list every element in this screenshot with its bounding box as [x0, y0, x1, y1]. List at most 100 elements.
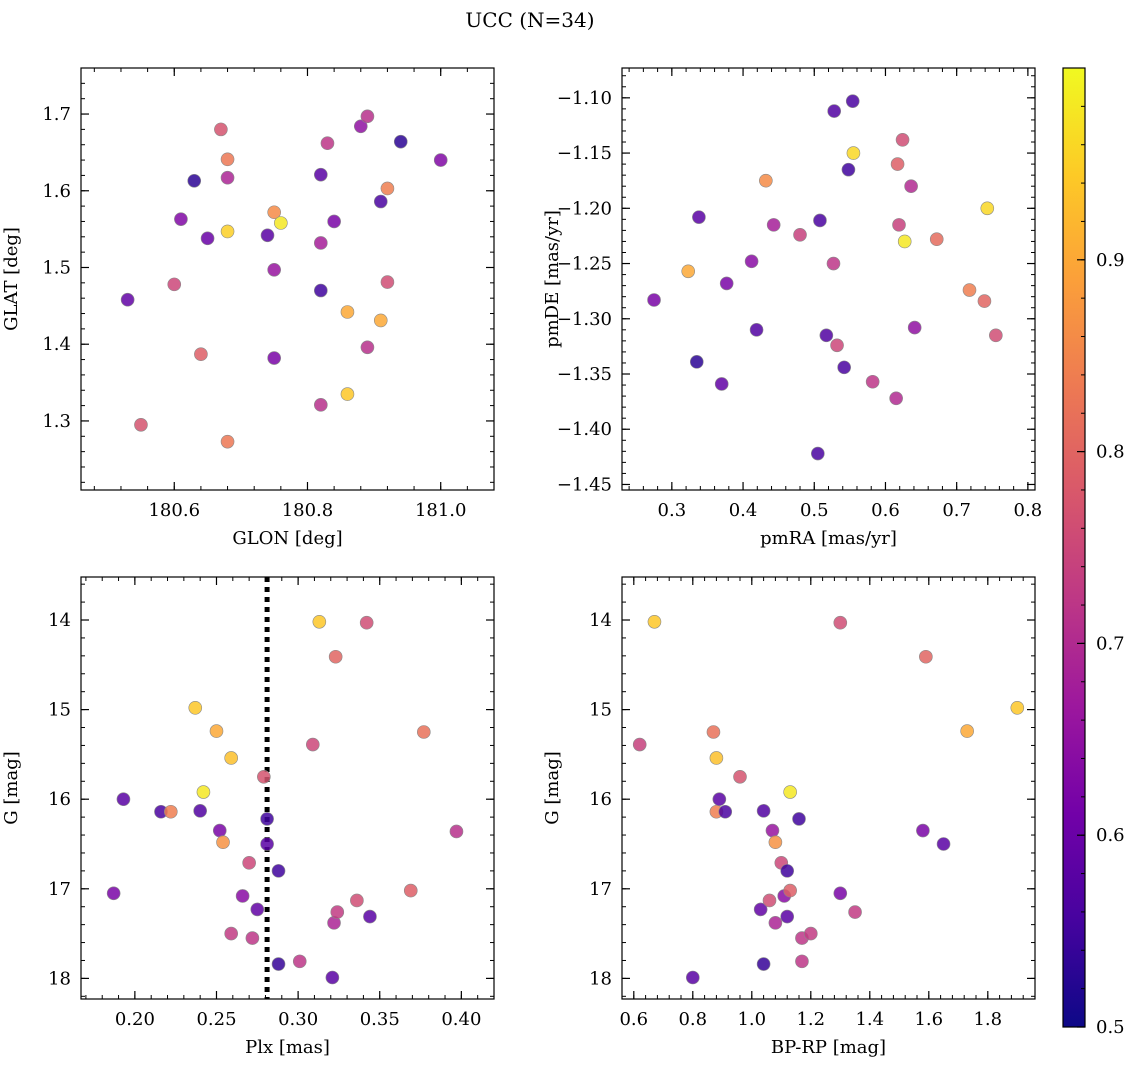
x-axis-label: BP-RP [mag] [771, 1037, 886, 1058]
x-tick-label: 181.0 [415, 500, 467, 521]
x-tick-label: 180.6 [148, 500, 200, 521]
scatter-point [363, 909, 377, 924]
scatter-point [733, 770, 747, 784]
scatter-point [936, 837, 951, 851]
y-axis-label: GLAT [deg] [1, 227, 22, 331]
axes-frame [621, 67, 1036, 491]
y-tick-label: 1.5 [42, 257, 71, 278]
y-tick-label: −1.35 [557, 364, 612, 385]
figure-title: UCC (N=34) [465, 8, 594, 32]
scatter-point [833, 615, 848, 630]
scatter-panel-2: 0.3 0.4 0.5 0.6 0.7 0.8 −1.45 −1.40 −1.35 −1.30 −1… [542, 67, 1042, 549]
scatter-point [749, 323, 764, 337]
scatter-point [744, 254, 759, 269]
colorbar-tick-label: 0.5 [1096, 1017, 1125, 1038]
y-axis-label: G [mag] [542, 751, 563, 824]
scatter-point [260, 837, 274, 851]
y-tick-label: 17 [589, 879, 612, 900]
x-tick-label: 0.25 [196, 1009, 236, 1030]
scatter-panel-3: 0.20 0.25 0.30 0.35 0.40 14 15 16 17 18 Plx [mas] G… [1, 576, 495, 1058]
scatter-point [753, 902, 768, 917]
y-tick-label: 15 [589, 700, 612, 721]
scatter-point [681, 264, 696, 279]
scatter-point [895, 133, 910, 147]
scatter-point [417, 725, 431, 739]
scatter-point [919, 649, 933, 664]
axes-frame [621, 576, 1036, 1000]
scatter-point [120, 292, 135, 307]
scatter-point [196, 785, 211, 799]
axes-frame [80, 576, 495, 1000]
y-tick-label: 16 [589, 789, 612, 810]
scatter-point [220, 152, 235, 167]
scatter-point [756, 957, 771, 971]
scatter-point [756, 804, 771, 818]
y-tick-label: −1.45 [557, 474, 612, 495]
scatter-point [328, 649, 343, 664]
scatter-point [306, 737, 320, 752]
scatter-point [845, 94, 860, 108]
scatter-point [314, 167, 328, 182]
scatter-point [214, 122, 228, 137]
scatter-point [865, 374, 880, 389]
y-tick-label: 1.7 [42, 104, 71, 125]
x-axis-label: Plx [mas] [245, 1037, 330, 1058]
scatter-point [167, 277, 182, 292]
y-tick-label: −1.10 [557, 88, 612, 109]
scatter-point [714, 377, 729, 391]
scatter-point [260, 812, 274, 826]
scatter-point [274, 216, 288, 230]
scatter-point [373, 313, 388, 328]
axes-frame [80, 67, 495, 491]
scatter-point [360, 340, 375, 355]
scatter-point [403, 883, 418, 898]
scatter-point [793, 228, 807, 242]
y-tick-label: 14 [589, 610, 612, 631]
scatter-point [848, 905, 862, 919]
scatter-point [783, 785, 797, 799]
scatter-point [1010, 701, 1025, 715]
scatter-point [245, 931, 260, 945]
x-tick-label: 1.0 [737, 1009, 766, 1030]
scatter-point [712, 792, 727, 806]
scatter-point [224, 926, 238, 941]
scatter-point [709, 751, 724, 765]
x-tick-label: 180.8 [282, 500, 334, 521]
scatter-point [209, 724, 224, 738]
y-tick-label: 14 [48, 610, 71, 631]
y-tick-label: 18 [589, 968, 612, 989]
scatter-panel-4: 0.6 0.8 1.0 1.2 1.4 1.6 1.8 14 15 16 17 18 BP-RP [ma… [542, 576, 1036, 1058]
scatter-point [977, 294, 992, 308]
scatter-point [271, 957, 286, 971]
y-tick-label: 1.6 [42, 181, 71, 202]
colorbar-tick-label: 0.9 [1096, 250, 1125, 271]
scatter-point [706, 725, 721, 739]
scatter-point [212, 823, 227, 838]
y-tick-label: −1.25 [557, 254, 612, 275]
y-tick-label: −1.30 [557, 309, 612, 330]
scatter-point [780, 864, 795, 878]
scatter-point [837, 360, 851, 375]
scatter-point [892, 218, 906, 232]
scatter-point [685, 970, 700, 985]
scatter-point [819, 328, 834, 343]
scatter-point [314, 283, 328, 298]
scatter-point [193, 804, 207, 818]
scatter-point [312, 614, 327, 629]
x-tick-label: 0.5 [800, 500, 829, 521]
scatter-point [393, 134, 408, 149]
scatter-point [647, 614, 662, 629]
y-tick-label: 18 [48, 968, 71, 989]
scatter-point [359, 615, 374, 630]
y-tick-label: 1.4 [42, 334, 71, 355]
scatter-point [719, 276, 734, 291]
scatter-point [846, 146, 861, 160]
scatter-point [980, 201, 995, 216]
scatter-point [340, 305, 355, 319]
scatter-point [647, 293, 661, 307]
scatter-point [692, 210, 706, 224]
scatter-point [833, 886, 848, 901]
scatter-point [350, 893, 364, 908]
x-tick-label: 0.35 [360, 1009, 400, 1030]
